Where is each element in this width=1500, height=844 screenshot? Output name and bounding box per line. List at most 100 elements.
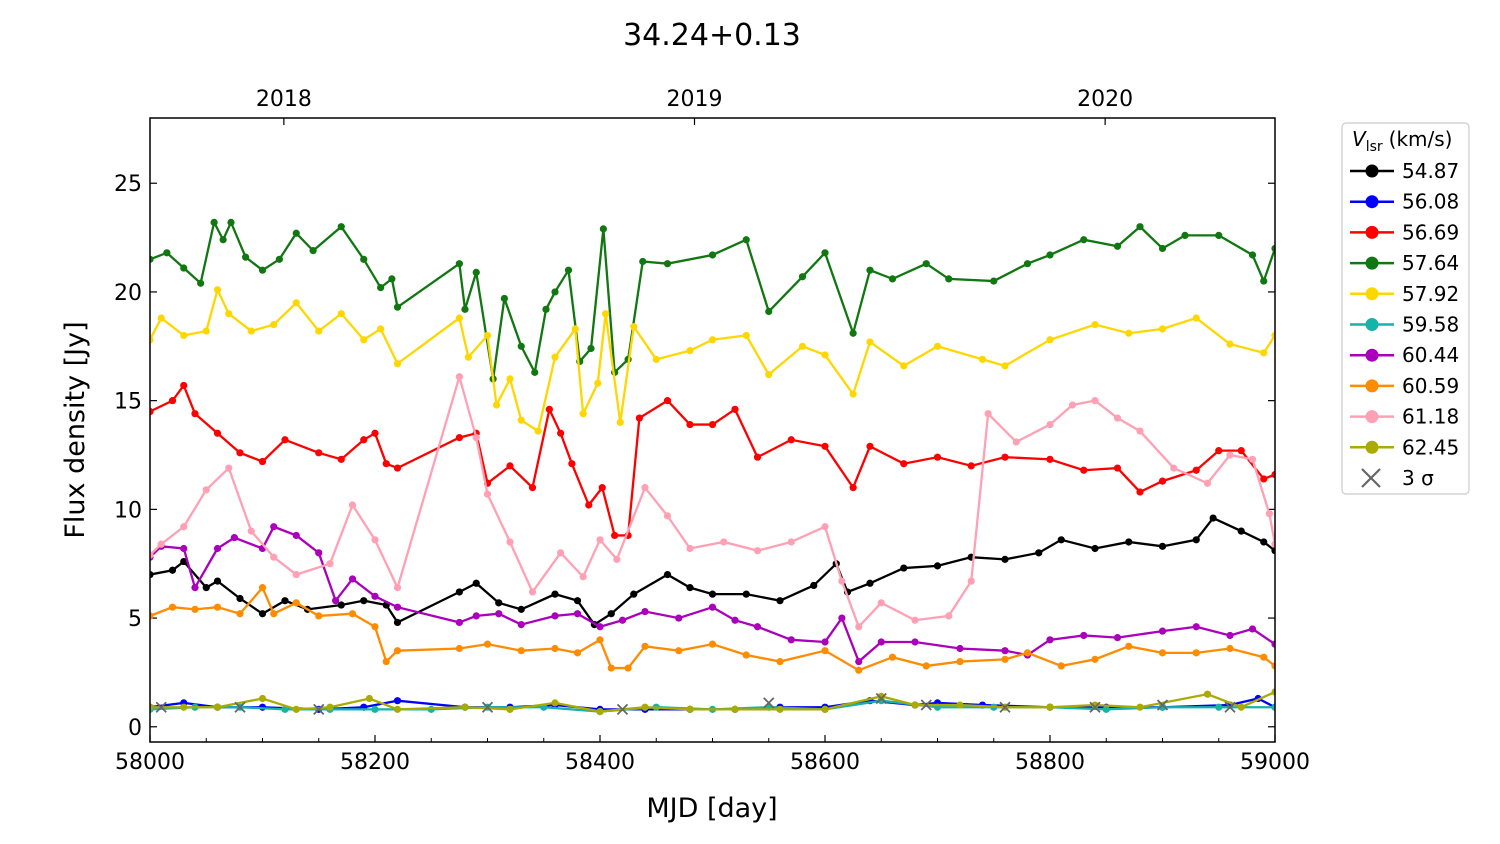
sigma3-marker (1156, 699, 1169, 711)
data-point (1248, 625, 1257, 633)
legend-title-unit: (km/s) (1389, 127, 1453, 151)
data-point (1271, 244, 1275, 253)
data-point (821, 705, 829, 713)
data-point (551, 590, 559, 598)
data-point (472, 434, 480, 442)
data-point (202, 486, 210, 494)
data-point (213, 603, 222, 611)
data-point (371, 536, 379, 544)
data-point (551, 288, 559, 296)
data-point (1125, 329, 1133, 337)
plot-frame (149, 117, 1276, 743)
data-point (1271, 688, 1275, 696)
svg-text:Vlsr(km/s): Vlsr (km/s) (1352, 127, 1452, 155)
data-point (838, 577, 846, 585)
data-point (663, 260, 672, 268)
data-point (990, 277, 998, 285)
data-point (675, 614, 683, 622)
data-point (1113, 634, 1122, 642)
data-point (1203, 690, 1212, 698)
data-point (1001, 453, 1009, 461)
data-point (168, 397, 177, 405)
data-point (1136, 488, 1144, 496)
top-axis-year-label: 2020 (1077, 87, 1133, 112)
data-point (956, 701, 964, 709)
data-point (641, 607, 649, 616)
data-point (309, 247, 317, 255)
data-point (1158, 649, 1167, 657)
legend-marker (1365, 379, 1379, 393)
data-point (157, 540, 165, 548)
series-60.59 (150, 584, 1275, 674)
data-point (163, 249, 171, 257)
data-point (1158, 703, 1167, 711)
data-point (1046, 455, 1054, 463)
data-point (150, 336, 154, 344)
data-point (528, 484, 537, 492)
legend-label: 59.58 (1402, 313, 1459, 337)
data-point (787, 636, 795, 644)
data-point (551, 644, 559, 653)
data-point (1203, 479, 1212, 487)
data-point (472, 268, 480, 276)
data-point (1192, 466, 1200, 474)
data-point (1001, 555, 1009, 563)
y-tick-label: 10 (114, 498, 142, 523)
data-point (956, 644, 964, 653)
data-point (371, 592, 379, 600)
data-point (1091, 320, 1099, 329)
data-point (219, 236, 227, 244)
data-point (455, 373, 463, 381)
data-point (641, 642, 649, 650)
data-point (213, 703, 222, 711)
legend-marker (1365, 225, 1379, 239)
data-point (967, 462, 975, 470)
data-point (258, 610, 267, 618)
data-point (1102, 705, 1110, 713)
data-point (281, 705, 289, 713)
data-point (596, 536, 604, 544)
data-point (776, 705, 784, 713)
data-point (517, 342, 525, 350)
data-point (821, 442, 829, 450)
legend-marker (1365, 440, 1379, 454)
data-point (551, 353, 559, 361)
data-point (455, 434, 463, 442)
data-point (247, 527, 255, 535)
x-tick-label: 58400 (565, 750, 635, 775)
data-point (236, 610, 244, 618)
data-point (1260, 653, 1268, 661)
data-point (292, 531, 300, 540)
y-tick-label: 20 (114, 281, 142, 306)
data-point (765, 307, 773, 316)
data-point (315, 327, 323, 335)
data-point (202, 327, 210, 335)
data-point (967, 577, 975, 585)
data-point (258, 584, 267, 592)
series-line (150, 372, 1275, 629)
data-point (708, 640, 717, 648)
data-point (587, 344, 595, 353)
data-point (708, 603, 717, 611)
data-point (506, 462, 514, 470)
data-point (1226, 644, 1234, 653)
legend-label: 54.87 (1402, 159, 1459, 183)
data-point (742, 651, 750, 659)
data-point (1057, 662, 1065, 670)
data-point (197, 279, 205, 287)
data-point (1001, 655, 1009, 663)
data-point (557, 429, 565, 437)
data-point (348, 575, 357, 583)
data-point (1023, 260, 1032, 268)
data-point (1209, 514, 1217, 522)
data-point (900, 362, 908, 370)
data-point (210, 218, 218, 226)
data-point (564, 266, 573, 274)
data-point (821, 523, 829, 531)
data-point (663, 512, 672, 520)
data-point (753, 453, 762, 461)
series-line (150, 525, 1275, 664)
data-point (1158, 627, 1167, 635)
data-point (573, 597, 582, 605)
data-point (1080, 631, 1088, 640)
